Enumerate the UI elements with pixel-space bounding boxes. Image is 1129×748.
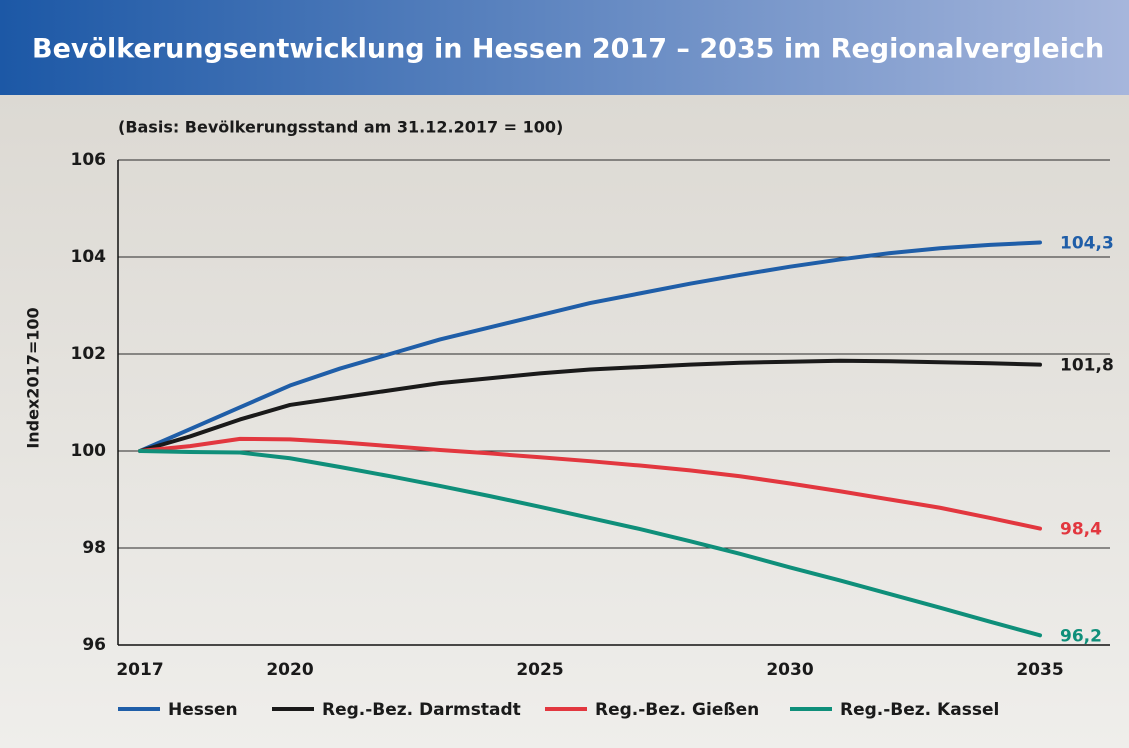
value-label: 104,3 (1060, 233, 1114, 253)
y-tick-label: 104 (71, 247, 107, 267)
legend-label: Reg.-Bez. Kassel (840, 700, 999, 720)
subtitle: (Basis: Bevölkerungsstand am 31.12.2017 … (118, 118, 563, 137)
x-tick-label: 2017 (116, 660, 163, 680)
y-tick-label: 96 (82, 635, 106, 655)
background (0, 95, 1129, 748)
value-label: 101,8 (1060, 356, 1114, 376)
x-tick-label: 2035 (1016, 660, 1063, 680)
legend-label: Hessen (168, 700, 238, 720)
x-tick-label: 2030 (766, 660, 813, 680)
series-line (138, 358, 1042, 453)
x-tick-label: 2025 (516, 660, 563, 680)
y-tick-label: 106 (71, 150, 107, 170)
header (0, 0, 1129, 95)
value-label: 96,2 (1060, 626, 1102, 646)
value-label: 98,4 (1060, 520, 1102, 540)
legend-label: Reg.-Bez. Gießen (595, 700, 759, 720)
y-tick-label: 98 (82, 538, 106, 558)
x-tick-label: 2020 (266, 660, 313, 680)
series-line (138, 240, 1042, 453)
legend-label: Reg.-Bez. Darmstadt (322, 700, 521, 720)
series-line (138, 449, 1042, 638)
series-line (138, 436, 1042, 531)
y-tick-label: 100 (71, 441, 107, 461)
chart-title: Bevölkerungsentwicklung in Hessen 2017 –… (32, 34, 1104, 65)
y-tick-label: 102 (71, 344, 107, 364)
y-axis-label: Index2017=100 (24, 307, 43, 448)
